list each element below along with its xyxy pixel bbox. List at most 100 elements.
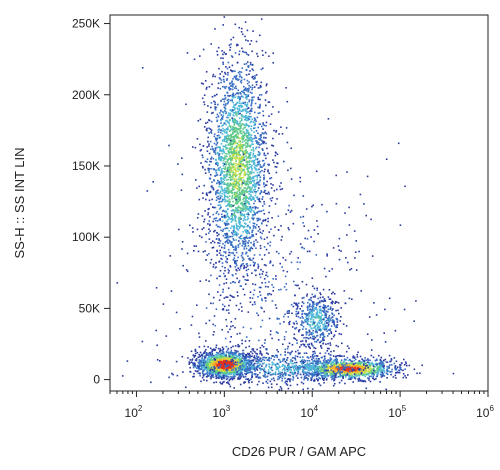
scatter-point [262,123,265,126]
scatter-point [214,206,217,209]
scatter-point [395,368,398,371]
scatter-point [263,136,265,139]
scatter-point [245,161,247,163]
scatter-point [248,361,250,364]
scatter-point [351,374,353,377]
scatter-point [216,151,219,154]
scatter-point [214,354,217,356]
scatter-point [237,165,240,168]
scatter-point [240,81,243,84]
scatter-point [315,375,318,378]
scatter-point [249,144,251,147]
scatter-point [213,206,215,209]
scatter-point [244,97,247,99]
scatter-point [219,190,222,192]
scatter-point [244,103,246,106]
scatter-point [242,288,245,290]
scatter-point [217,134,220,137]
scatter-point [225,170,228,173]
scatter-point [219,131,222,134]
scatter-point [231,194,234,197]
scatter-point [194,352,197,355]
scatter-point [251,92,253,94]
scatter-point [240,238,243,240]
scatter-point [252,359,255,361]
scatter-point [347,370,349,373]
scatter-point [244,87,247,89]
scatter-point [272,62,274,64]
scatter-point [216,119,219,122]
scatter-point [258,107,261,109]
scatter-point [254,262,256,264]
scatter-point [267,191,270,194]
scatter-point [352,367,355,370]
scatter-point [238,163,240,166]
scatter-point [235,151,238,154]
scatter-point [246,96,248,98]
scatter-point [352,362,355,364]
scatter-point [245,373,248,375]
scatter-point [226,131,228,133]
scatter-point [188,363,190,365]
scatter-point [250,207,252,209]
scatter-point [234,23,237,26]
scatter-point [252,147,254,149]
scatter-point [353,359,355,362]
scatter-point [227,208,229,210]
scatter-point [192,366,195,369]
scatter-point [233,373,236,376]
scatter-point [260,190,262,192]
scatter-point [242,210,245,212]
scatter-point [335,367,337,370]
scatter-point [240,213,242,216]
scatter-point [230,210,233,212]
scatter-point [204,172,207,174]
scatter-point [235,207,238,210]
scatter-point [245,74,248,76]
scatter-point [249,156,251,159]
scatter-point [208,127,210,129]
scatter-point [245,213,248,215]
scatter-point [247,362,250,365]
scatter-point [205,193,208,196]
scatter-point [249,180,252,183]
scatter-point [239,176,242,179]
scatter-point [275,171,278,174]
scatter-point [181,157,183,159]
scatter-point [226,67,229,70]
scatter-point [256,80,258,83]
scatter-point [235,78,237,81]
scatter-point [211,370,213,373]
scatter-point [359,364,361,366]
scatter-point [221,117,223,120]
scatter-point [258,273,261,276]
scatter-point [236,202,239,204]
scatter-point [222,365,224,368]
scatter-point [265,184,267,186]
scatter-point [227,351,230,354]
scatter-point [223,151,226,154]
scatter-point [217,153,219,155]
scatter-point [243,78,246,81]
scatter-point [209,216,211,218]
scatter-point [223,377,225,380]
scatter-point [257,198,259,201]
scatter-point [248,133,250,136]
scatter-point [297,367,299,369]
scatter-point [212,73,215,76]
scatter-point [230,218,233,220]
scatter-point [261,258,263,261]
scatter-point [227,100,230,103]
scatter-point [247,117,249,120]
scatter-point [232,366,235,369]
scatter-point [223,371,225,373]
scatter-point [231,166,234,169]
scatter-point [224,200,226,203]
scatter-point [254,182,256,185]
scatter-point [370,372,372,374]
scatter-point [236,114,238,117]
scatter-point [238,187,241,189]
scatter-point [236,131,238,133]
scatter-point [260,18,263,20]
scatter-point [210,167,212,170]
